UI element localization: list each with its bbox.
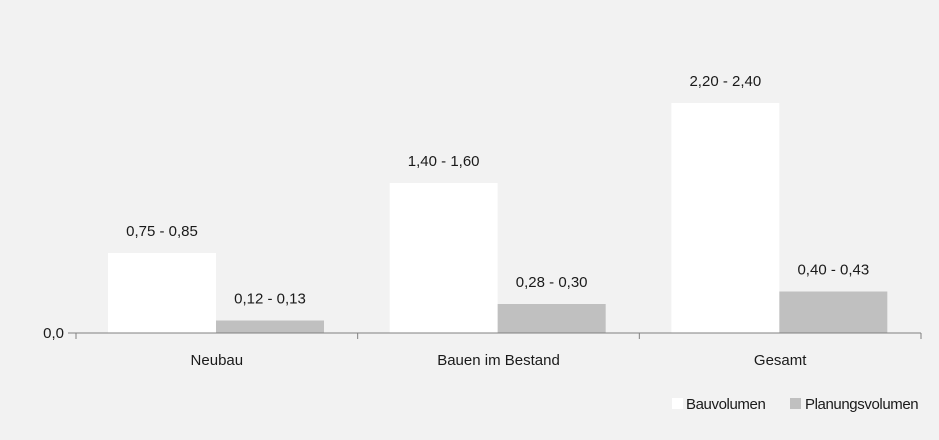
legend-label-bauvolumen: Bauvolumen [686,396,765,413]
bar-planungsvolumen-2 [497,304,606,333]
data-label-bauvolumen-2: 1,40 - 1,60 [408,153,480,170]
x-tick-label-3: Gesamt [754,352,807,369]
x-tick-label-2: Bauen im Bestand [437,352,560,369]
bar-planungsvolumen-1 [216,320,324,333]
legend-swatch-bauvolumen [672,398,683,409]
bar-planungsvolumen-3 [779,291,888,333]
data-label-bauvolumen-1: 0,75 - 0,85 [126,223,198,240]
x-tick-label-1: Neubau [191,352,244,369]
bar-bauvolumen-2 [389,183,498,333]
legend-label-planungsvolumen: Planungsvolumen [805,396,918,413]
data-label-planungsvolumen-3: 0,40 - 0,43 [797,262,869,279]
data-label-planungsvolumen-1: 0,12 - 0,13 [234,291,306,308]
bar-bauvolumen-1 [108,253,216,333]
legend-swatch-planungsvolumen [790,398,801,409]
bar-bauvolumen-3 [671,103,780,333]
data-label-bauvolumen-3: 2,20 - 2,40 [689,73,761,90]
data-label-planungsvolumen-2: 0,28 - 0,30 [516,274,588,291]
y-tick-label-0: 0,0 [43,325,64,342]
